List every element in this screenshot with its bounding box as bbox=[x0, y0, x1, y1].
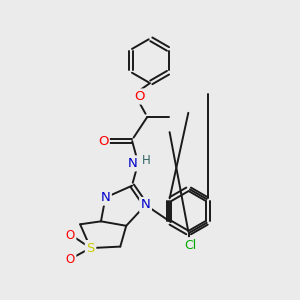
Text: N: N bbox=[141, 199, 150, 212]
Text: N: N bbox=[100, 191, 110, 204]
Text: O: O bbox=[98, 135, 108, 148]
Text: H: H bbox=[142, 154, 151, 167]
Text: Cl: Cl bbox=[184, 238, 196, 252]
Text: N: N bbox=[128, 157, 138, 170]
Text: O: O bbox=[134, 90, 145, 103]
Text: O: O bbox=[66, 229, 75, 242]
Text: O: O bbox=[66, 253, 75, 266]
Text: S: S bbox=[86, 242, 95, 255]
